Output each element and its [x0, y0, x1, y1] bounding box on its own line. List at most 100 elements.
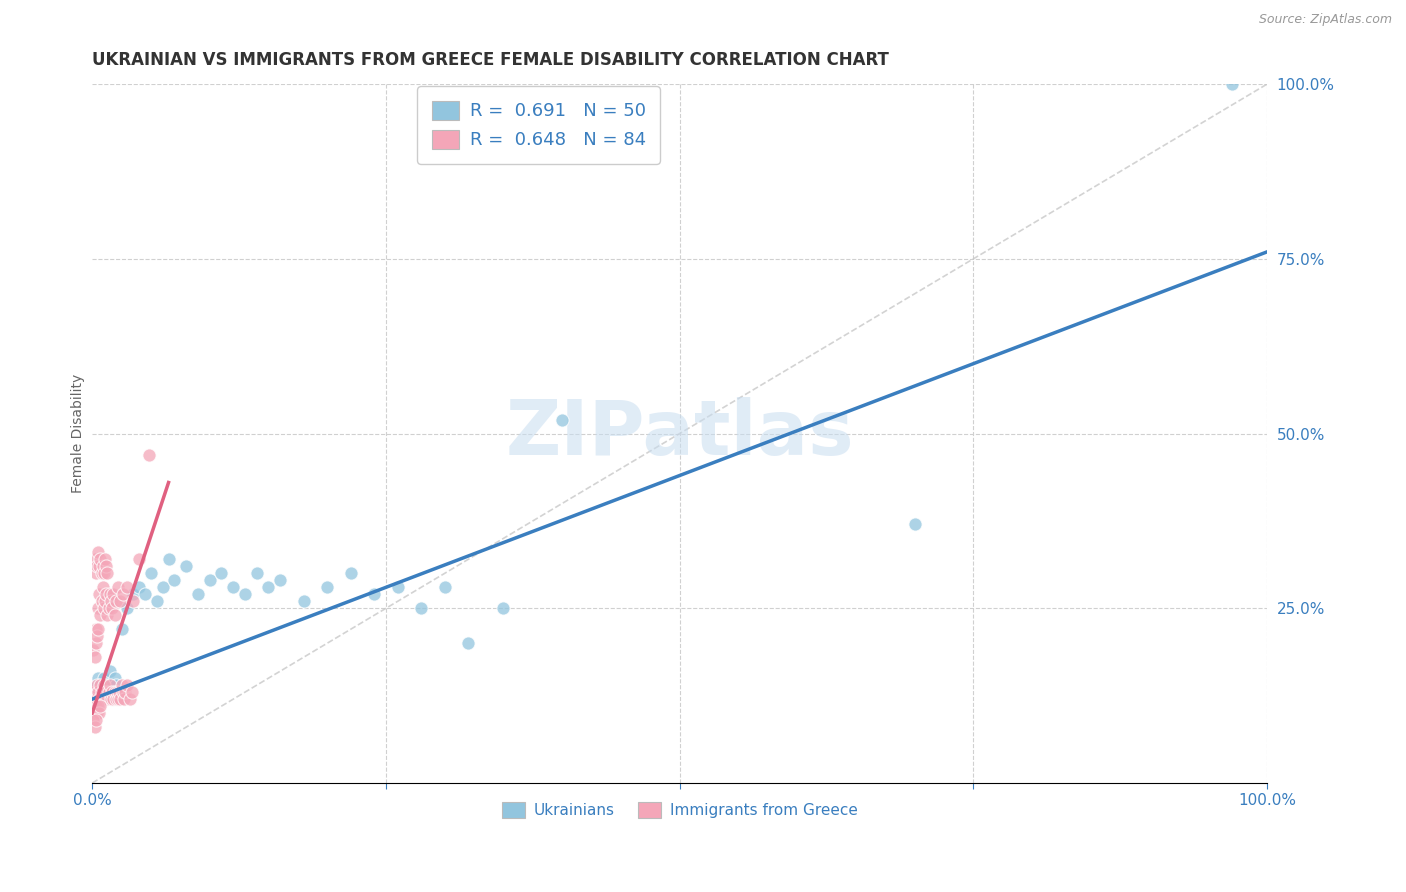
Point [89, 692, 111, 706]
Point [97, 685, 120, 699]
Point [411, 601, 433, 615]
Point [122, 587, 145, 601]
Point [103, 608, 125, 623]
Point [87, 699, 110, 714]
Point [110, 594, 132, 608]
Point [111, 587, 134, 601]
Point [96, 587, 118, 601]
Point [363, 587, 385, 601]
Point [457, 636, 479, 650]
Point [93, 566, 115, 581]
Point [104, 594, 127, 608]
Point [90, 685, 112, 699]
Point [83, 552, 105, 566]
Point [84, 566, 107, 581]
Point [117, 580, 139, 594]
Point [89, 678, 111, 692]
Point [96, 692, 118, 706]
Point [84, 692, 107, 706]
Point [104, 678, 127, 692]
Text: UKRAINIAN VS IMMIGRANTS FROM GREECE FEMALE DISABILITY CORRELATION CHART: UKRAINIAN VS IMMIGRANTS FROM GREECE FEMA… [93, 51, 889, 69]
Point [103, 692, 125, 706]
Point [87, 601, 110, 615]
Point [139, 566, 162, 581]
Point [89, 699, 111, 714]
Point [89, 559, 111, 574]
Point [110, 622, 132, 636]
Point [87, 671, 110, 685]
Point [83, 678, 105, 692]
Point [108, 685, 131, 699]
Point [86, 706, 108, 720]
Point [152, 580, 174, 594]
Point [100, 678, 122, 692]
Point [209, 566, 232, 581]
Point [89, 706, 111, 720]
Point [83, 706, 105, 720]
Point [117, 601, 139, 615]
Point [128, 580, 150, 594]
Point [84, 622, 107, 636]
Point [257, 580, 280, 594]
Point [90, 594, 112, 608]
Point [91, 559, 114, 574]
Text: ZIPatlas: ZIPatlas [505, 397, 853, 471]
Point [246, 566, 269, 581]
Point [93, 678, 115, 692]
Point [96, 559, 118, 574]
Point [90, 685, 112, 699]
Point [174, 559, 197, 574]
Point [117, 678, 139, 692]
Point [93, 671, 115, 685]
Point [103, 587, 125, 601]
Point [316, 580, 339, 594]
Point [387, 580, 409, 594]
Point [96, 692, 118, 706]
Point [118, 692, 141, 706]
Point [89, 608, 111, 623]
Point [94, 594, 117, 608]
Point [103, 692, 125, 706]
Point [128, 552, 150, 566]
Point [84, 699, 107, 714]
Point [94, 552, 117, 566]
Point [101, 601, 124, 615]
Point [90, 566, 112, 581]
Point [96, 678, 118, 692]
Point [96, 685, 118, 699]
Point [82, 692, 104, 706]
Text: Source: ZipAtlas.com: Source: ZipAtlas.com [1258, 13, 1392, 27]
Point [122, 594, 145, 608]
Point [103, 671, 125, 685]
Point [89, 587, 111, 601]
Point [84, 636, 107, 650]
Point [163, 574, 186, 588]
Point [269, 574, 291, 588]
Point [551, 412, 574, 426]
Point [87, 685, 110, 699]
Point [121, 685, 143, 699]
Point [91, 692, 114, 706]
Point [87, 622, 110, 636]
Point [101, 685, 124, 699]
Point [903, 517, 925, 532]
Point [86, 678, 108, 692]
Point [114, 685, 136, 699]
Point [103, 685, 125, 699]
Point [86, 559, 108, 574]
Point [98, 664, 121, 678]
Point [187, 587, 209, 601]
Point [110, 678, 132, 692]
Point [91, 692, 114, 706]
Point [157, 552, 180, 566]
Point [492, 601, 515, 615]
Point [1220, 77, 1243, 91]
Point [83, 650, 105, 665]
Point [112, 692, 135, 706]
Point [146, 594, 169, 608]
Point [82, 713, 104, 727]
Point [82, 643, 104, 657]
Point [86, 685, 108, 699]
Point [97, 685, 120, 699]
Point [222, 580, 245, 594]
